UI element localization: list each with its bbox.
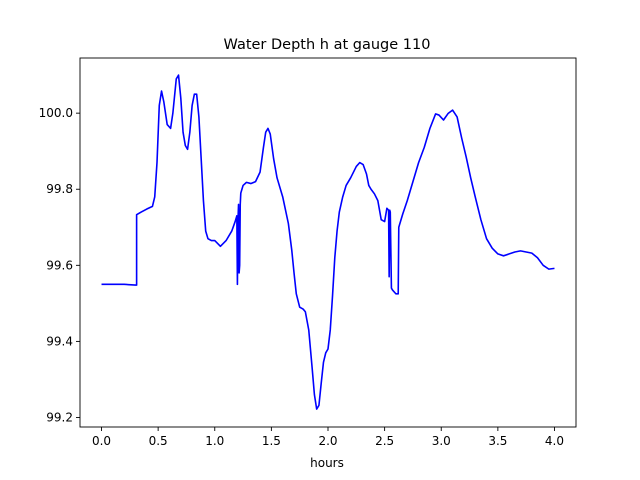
x-tick-label: 2.5 xyxy=(375,434,394,448)
y-tick-label: 99.4 xyxy=(46,334,73,348)
y-tick-label: 99.6 xyxy=(46,258,73,272)
x-axis-label: hours xyxy=(310,456,344,470)
x-tick-label: 3.5 xyxy=(488,434,507,448)
chart-title: Water Depth h at gauge 110 xyxy=(224,37,431,53)
x-tick-label: 1.0 xyxy=(205,434,224,448)
y-tick-label: 99.8 xyxy=(46,182,73,196)
y-axis: 99.2 99.4 99.6 99.8 100.0 xyxy=(39,106,80,424)
x-tick-label: 0.5 xyxy=(149,434,168,448)
series-line-0 xyxy=(101,74,555,410)
x-tick-label: 4.0 xyxy=(545,434,564,448)
x-tick-label: 1.5 xyxy=(262,434,281,448)
plot-frame xyxy=(79,57,577,428)
x-tick-label: 0.0 xyxy=(92,434,111,448)
x-tick-label: 2.0 xyxy=(318,434,337,448)
x-tick-label: 3.0 xyxy=(432,434,451,448)
x-axis: 0.0 0.5 1.0 1.5 2.0 2.5 3.0 3.5 4.0 xyxy=(92,427,564,448)
y-tick-label: 100.0 xyxy=(39,106,73,120)
y-tick-label: 99.2 xyxy=(46,410,73,424)
series-layer xyxy=(101,74,555,410)
plot-area xyxy=(79,57,577,428)
